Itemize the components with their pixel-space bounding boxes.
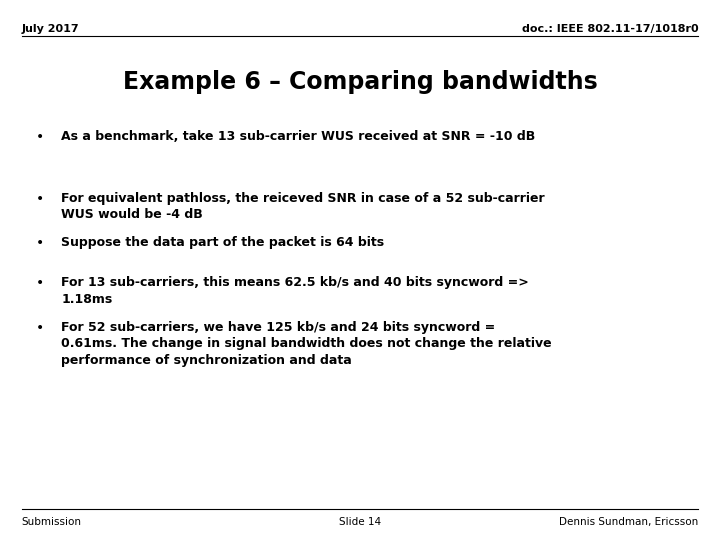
Text: •: • (35, 236, 44, 250)
Text: July 2017: July 2017 (22, 24, 79, 35)
Text: •: • (35, 130, 44, 144)
Text: Dennis Sundman, Ericsson: Dennis Sundman, Ericsson (559, 517, 698, 528)
Text: As a benchmark, take 13 sub-carrier WUS received at SNR = -10 dB: As a benchmark, take 13 sub-carrier WUS … (61, 130, 536, 143)
Text: doc.: IEEE 802.11-17/1018r0: doc.: IEEE 802.11-17/1018r0 (522, 24, 698, 35)
Text: For equivalent pathloss, the reiceved SNR in case of a 52 sub-carrier
WUS would : For equivalent pathloss, the reiceved SN… (61, 192, 545, 221)
Text: For 52 sub-carriers, we have 125 kb/s and 24 bits syncword =
0.61ms. The change : For 52 sub-carriers, we have 125 kb/s an… (61, 321, 552, 367)
Text: Slide 14: Slide 14 (339, 517, 381, 528)
Text: Submission: Submission (22, 517, 81, 528)
Text: •: • (35, 276, 44, 291)
Text: For 13 sub-carriers, this means 62.5 kb/s and 40 bits syncword =>
1.18ms: For 13 sub-carriers, this means 62.5 kb/… (61, 276, 529, 306)
Text: •: • (35, 192, 44, 206)
Text: Example 6 – Comparing bandwidths: Example 6 – Comparing bandwidths (122, 70, 598, 94)
Text: •: • (35, 321, 44, 335)
Text: Suppose the data part of the packet is 64 bits: Suppose the data part of the packet is 6… (61, 236, 384, 249)
